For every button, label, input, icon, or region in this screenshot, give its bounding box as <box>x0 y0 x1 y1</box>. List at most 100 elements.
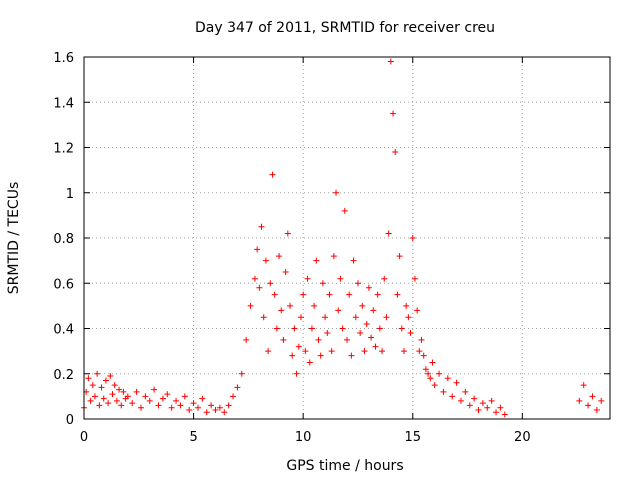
x-tick-label: 10 <box>295 430 312 445</box>
data-point <box>427 375 434 382</box>
data-point <box>194 404 201 411</box>
data-point <box>348 352 355 359</box>
data-point <box>365 284 372 291</box>
data-point <box>398 325 405 332</box>
data-point <box>440 388 447 395</box>
data-point <box>436 370 443 377</box>
data-point <box>186 406 193 413</box>
y-tick-label: 0.4 <box>53 323 74 338</box>
data-point <box>589 393 596 400</box>
data-point <box>317 352 324 359</box>
data-point <box>173 397 180 404</box>
data-point <box>177 402 184 409</box>
data-point <box>346 291 353 298</box>
data-point <box>379 348 386 355</box>
data-point <box>91 393 98 400</box>
y-tick-label: 0.8 <box>53 232 74 247</box>
data-point <box>326 291 333 298</box>
data-point <box>155 402 162 409</box>
data-point <box>361 348 368 355</box>
data-point <box>291 325 298 332</box>
data-point <box>425 370 432 377</box>
data-point <box>304 275 311 282</box>
y-axis-label: SRMTID / TECUs <box>6 182 22 295</box>
data-point <box>254 246 261 253</box>
data-point <box>416 348 423 355</box>
data-point <box>462 388 469 395</box>
y-tick-label: 0.2 <box>53 368 74 383</box>
data-point <box>308 325 315 332</box>
data-point <box>302 348 309 355</box>
data-point <box>295 343 302 350</box>
data-point <box>390 110 397 117</box>
data-point <box>120 388 127 395</box>
data-point <box>137 404 144 411</box>
x-tick-label: 5 <box>189 430 197 445</box>
y-tick-label: 1.2 <box>53 142 74 157</box>
data-point <box>100 395 107 402</box>
data-point <box>580 382 587 389</box>
data-points <box>81 58 605 418</box>
data-point <box>293 370 300 377</box>
y-tick-label: 0.6 <box>53 277 74 292</box>
data-point <box>383 314 390 321</box>
data-point <box>212 406 219 413</box>
data-point <box>387 58 394 65</box>
data-point <box>221 409 228 416</box>
data-point <box>576 397 583 404</box>
data-point <box>593 406 600 413</box>
data-point <box>394 291 401 298</box>
data-point <box>297 314 304 321</box>
data-point <box>376 325 383 332</box>
data-point <box>333 189 340 196</box>
data-point <box>287 302 294 309</box>
data-point <box>319 280 326 287</box>
data-point <box>98 384 105 391</box>
data-point <box>129 400 136 407</box>
data-point <box>282 268 289 275</box>
data-point <box>381 275 388 282</box>
data-point <box>111 382 118 389</box>
data-point <box>453 379 460 386</box>
data-point <box>484 404 491 411</box>
data-point <box>418 336 425 343</box>
data-point <box>311 302 318 309</box>
data-point <box>444 375 451 382</box>
data-point <box>414 307 421 314</box>
data-point <box>339 325 346 332</box>
data-point <box>475 406 482 413</box>
data-point <box>238 370 245 377</box>
data-point <box>372 343 379 350</box>
data-point <box>243 336 250 343</box>
data-point <box>330 253 337 260</box>
data-point <box>354 280 361 287</box>
data-point <box>87 397 94 404</box>
data-point <box>585 402 592 409</box>
x-tick-label: 15 <box>404 430 421 445</box>
x-tick-label: 20 <box>514 430 531 445</box>
data-point <box>260 314 267 321</box>
data-point <box>374 291 381 298</box>
data-point <box>102 377 109 384</box>
data-point <box>409 235 416 241</box>
data-point <box>396 253 403 260</box>
data-point <box>85 375 92 382</box>
y-tick-label: 1.4 <box>53 96 74 111</box>
data-point <box>370 307 377 314</box>
data-point <box>230 393 237 400</box>
data-point <box>118 402 125 409</box>
data-point <box>159 395 166 402</box>
axis-ticks <box>83 56 610 420</box>
chart-title: Day 347 of 2011, SRMTID for receiver cre… <box>195 20 495 36</box>
data-point <box>344 336 350 343</box>
data-point <box>306 359 313 366</box>
data-point <box>247 302 254 309</box>
data-point <box>324 330 331 337</box>
x-tick-label: 0 <box>80 430 88 445</box>
data-point <box>400 348 407 355</box>
data-point <box>422 366 429 373</box>
data-point <box>431 382 438 389</box>
data-point <box>216 404 223 411</box>
data-point <box>269 171 276 178</box>
